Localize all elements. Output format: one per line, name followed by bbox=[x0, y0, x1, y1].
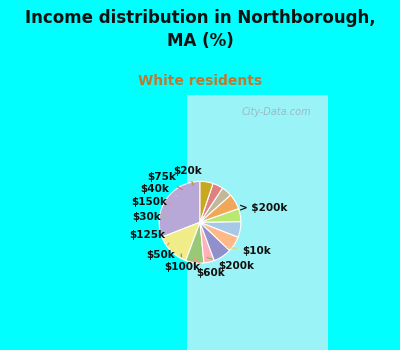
Wedge shape bbox=[200, 183, 222, 222]
Text: $75k: $75k bbox=[148, 172, 182, 190]
Text: $150k: $150k bbox=[131, 197, 170, 207]
Wedge shape bbox=[200, 181, 213, 222]
Text: $60k: $60k bbox=[194, 258, 224, 278]
Wedge shape bbox=[159, 181, 200, 237]
Wedge shape bbox=[186, 222, 204, 263]
Wedge shape bbox=[162, 222, 200, 260]
Wedge shape bbox=[200, 222, 214, 263]
Bar bbox=[187, 94, 328, 350]
Wedge shape bbox=[200, 222, 241, 237]
Wedge shape bbox=[200, 195, 238, 222]
Wedge shape bbox=[200, 222, 238, 251]
Wedge shape bbox=[200, 188, 230, 222]
Text: $125k: $125k bbox=[129, 229, 165, 239]
Text: $50k: $50k bbox=[146, 243, 174, 260]
Text: $30k: $30k bbox=[132, 212, 166, 222]
Wedge shape bbox=[200, 222, 230, 260]
Text: > $200k: > $200k bbox=[232, 203, 288, 213]
Text: $20k: $20k bbox=[173, 166, 202, 186]
Text: $40k: $40k bbox=[140, 183, 177, 196]
Text: $200k: $200k bbox=[207, 258, 254, 271]
Text: White residents: White residents bbox=[138, 74, 262, 88]
Text: Income distribution in Northborough,
MA (%): Income distribution in Northborough, MA … bbox=[25, 9, 375, 50]
Text: City-Data.com: City-Data.com bbox=[242, 107, 312, 117]
Text: $10k: $10k bbox=[227, 246, 270, 256]
Text: $100k: $100k bbox=[165, 254, 201, 272]
Wedge shape bbox=[200, 209, 241, 222]
